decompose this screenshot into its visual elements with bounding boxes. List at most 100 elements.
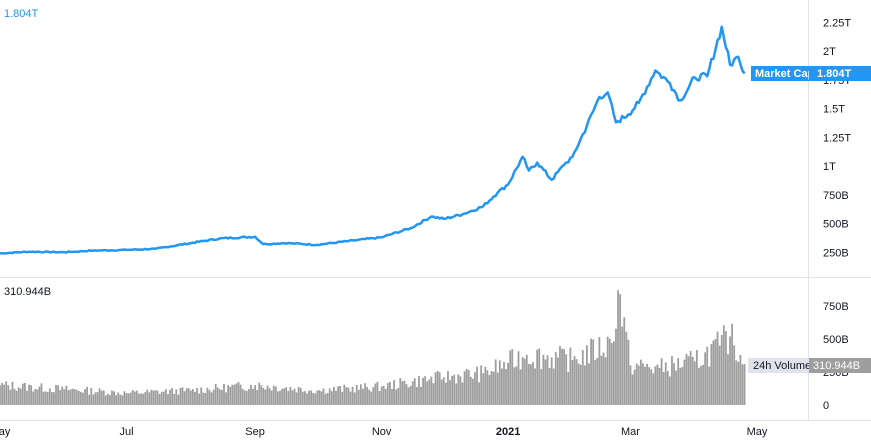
volume-bar-277	[573, 356, 576, 405]
volume-bar-158	[326, 393, 329, 405]
volume-bar-186	[384, 388, 387, 405]
volume-bar-255	[527, 363, 530, 405]
volume-bar-328	[679, 367, 682, 405]
volume-bar-59	[121, 395, 124, 405]
volume-bar-268	[554, 352, 557, 405]
market-cap-axis-tick-8: 250B	[823, 247, 849, 259]
volume-bar-353	[731, 323, 734, 405]
volume-bar-333	[689, 351, 692, 405]
volume-bar-341	[706, 346, 709, 405]
volume-bar-181	[374, 383, 377, 405]
volume-bar-91	[187, 388, 190, 405]
volume-bar-53	[109, 395, 111, 405]
volume-bar-50	[102, 390, 105, 405]
volume-bar-354	[733, 345, 736, 405]
volume-bar-316	[654, 366, 657, 405]
volume-bar-119	[245, 390, 248, 405]
market-cap-axis-tick-1: 2T	[823, 46, 836, 58]
volume-bar-69	[142, 393, 144, 405]
volume-bar-272	[563, 349, 566, 405]
volume-bar-217	[449, 380, 451, 405]
volume-bar-173	[357, 389, 360, 405]
volume-bar-227	[469, 376, 472, 405]
volume-bar-231	[478, 382, 480, 405]
volume-bar-358	[741, 364, 744, 405]
volume-bar-183	[378, 391, 381, 405]
volume-bar-136	[281, 388, 283, 405]
volume-bar-94	[194, 392, 196, 405]
volume-bar-106	[218, 389, 221, 405]
volume-bar-5	[9, 389, 12, 405]
volume-bar-177	[366, 386, 368, 405]
volume-bar-256	[530, 364, 532, 405]
volume-bar-306	[633, 369, 636, 405]
volume-bar-77	[158, 394, 161, 405]
volume-bar-146	[301, 391, 304, 405]
volume-bar-60	[123, 391, 126, 405]
volume-readout: 310.944B	[4, 286, 52, 298]
volume-bar-259	[536, 349, 539, 405]
volume-bar-18	[36, 389, 39, 405]
volume-bar-213	[440, 379, 443, 405]
volume-bar-118	[243, 390, 246, 405]
volume-bar-291	[602, 352, 605, 405]
volume-bar-317	[656, 364, 659, 405]
volume-bar-109	[225, 392, 227, 405]
time-axis-tick-3[interactable]: Nov	[372, 426, 392, 438]
volume-bar-96	[198, 393, 200, 405]
volume-bar-192	[397, 388, 400, 405]
time-axis-tick-1[interactable]: Jul	[119, 426, 133, 438]
volume-bar-95	[196, 388, 198, 405]
volume-bar-79	[162, 391, 165, 405]
time-axis-tick-6[interactable]: May	[747, 426, 768, 438]
volume-bar-199	[411, 381, 414, 405]
volume-bar-338	[700, 365, 702, 405]
volume-bar-326	[675, 370, 678, 405]
volume-bar-133	[274, 386, 277, 405]
volume-bar-107	[221, 389, 223, 405]
volume-series-label-bg	[748, 358, 809, 373]
volume-bar-172	[355, 384, 358, 405]
volume-bar-4	[7, 385, 10, 405]
market-cap-series-label: Market Cap	[755, 68, 815, 80]
volume-bar-162	[335, 390, 337, 405]
market-cap-value-label: 1.804T	[817, 68, 852, 80]
volume-bar-3	[5, 381, 8, 405]
volume-bar-265	[548, 367, 551, 405]
volume-bar-30	[61, 386, 64, 405]
volume-bar-85	[175, 389, 178, 405]
volume-bar-229	[474, 372, 476, 405]
volume-bar-207	[428, 379, 431, 405]
time-axis-tick-0[interactable]: May	[0, 426, 11, 438]
volume-bar-287	[594, 360, 597, 405]
volume-bar-248	[513, 367, 516, 405]
volume-bar-340	[704, 352, 707, 405]
volume-bar-125	[258, 382, 261, 405]
time-axis[interactable]: May Jul Sep Nov 2021 Mar May	[0, 426, 768, 438]
volume-bar-261	[540, 369, 543, 405]
volume-bar-104	[214, 384, 217, 405]
volume-bar-120	[247, 389, 250, 405]
volume-bar-348	[720, 334, 723, 405]
time-axis-tick-4[interactable]: 2021	[496, 426, 520, 438]
volume-price-axis: 750B500B250B0	[823, 301, 849, 412]
volume-bar-111	[229, 386, 232, 405]
volume-bar-281	[581, 350, 584, 405]
volume-bar-278	[575, 359, 578, 405]
volume-bar-212	[438, 372, 441, 405]
volume-bar-288	[596, 357, 599, 405]
volume-bar-211	[436, 370, 439, 405]
volume-bar-289	[598, 337, 601, 405]
volume-bar-253	[523, 358, 526, 405]
volume-bar-279	[577, 363, 580, 405]
volume-bar-284	[588, 363, 590, 405]
time-axis-tick-5[interactable]: Mar	[621, 426, 640, 438]
volume-bar-97	[200, 387, 203, 405]
volume-bar-196	[405, 384, 408, 405]
volume-bar-228	[471, 378, 474, 405]
volume-bar-129	[266, 385, 269, 405]
market-cap-readout: 1.804T	[4, 8, 39, 20]
volume-bar-45	[92, 394, 95, 405]
time-axis-tick-2[interactable]: Sep	[245, 426, 265, 438]
volume-bar-32	[65, 385, 68, 405]
